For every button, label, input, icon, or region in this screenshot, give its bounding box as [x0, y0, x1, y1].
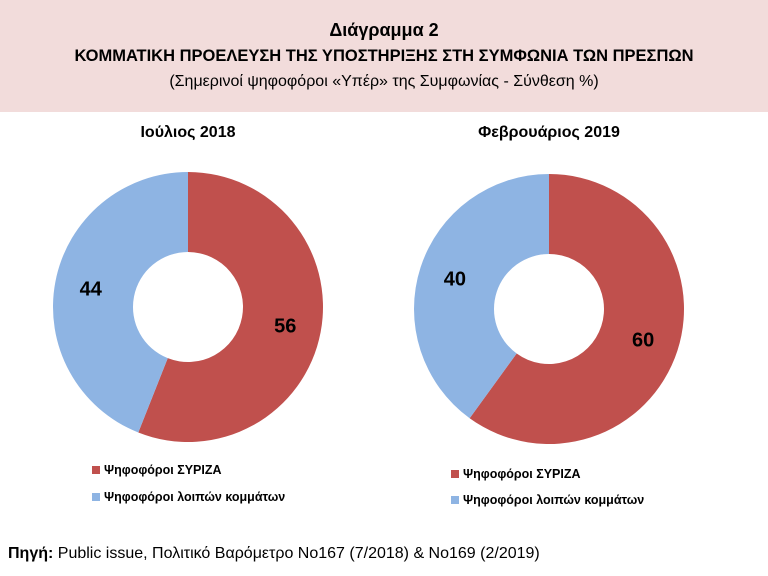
- data-label: 56: [274, 316, 296, 338]
- data-label: 40: [444, 268, 466, 290]
- chart-note: (Σημερινοί ψηφοφόροι «Υπέρ» της Συμφωνία…: [169, 73, 599, 90]
- donut-title-1: Ιούλιος 2018: [140, 124, 236, 141]
- source-label: Πηγή:: [8, 545, 54, 562]
- legend-label: Ψηφοφόροι ΣΥΡΙΖΑ: [104, 463, 222, 477]
- legend-label: Ψηφοφόροι ΣΥΡΙΖΑ: [463, 467, 581, 481]
- header: Διάγραμμα 2 ΚΟΜΜΑΤΙΚΗ ΠΡΟΕΛΕΥΣΗ ΤΗΣ ΥΠΟΣ…: [0, 0, 768, 112]
- data-label: 44: [80, 278, 103, 300]
- legend-label: Ψηφοφόροι λοιπών κομμάτων: [463, 493, 645, 507]
- chart-title: Διάγραμμα 2: [329, 20, 439, 40]
- legend-label: Ψηφοφόροι λοιπών κομμάτων: [104, 490, 286, 504]
- slice-others: [53, 172, 188, 433]
- legend-item-others-2: Ψηφοφόροι λοιπών κομμάτων: [451, 493, 644, 507]
- slice-syriza: [138, 172, 323, 442]
- source-text: Public issue, Πολιτικό Βαρόμετρο Νο167 (…: [53, 545, 540, 562]
- legend-swatch: [92, 466, 100, 474]
- legend-swatch: [92, 493, 100, 501]
- legend-item-syriza-2: Ψηφοφόροι ΣΥΡΙΖΑ: [451, 467, 581, 481]
- slice-syriza: [469, 174, 684, 444]
- data-label: 60: [632, 330, 654, 352]
- legend-swatch: [451, 496, 459, 504]
- legend-swatch: [451, 470, 459, 478]
- legend-item-syriza-1: Ψηφοφόροι ΣΥΡΙΖΑ: [92, 463, 222, 477]
- source-note: Πηγή: Public issue, Πολιτικό Βαρόμετρο Ν…: [8, 545, 540, 563]
- legend-item-others-1: Ψηφοφόροι λοιπών κομμάτων: [92, 490, 285, 504]
- donut-title-2: Φεβρουάριος 2019: [478, 124, 620, 141]
- chart-subtitle: ΚΟΜΜΑΤΙΚΗ ΠΡΟΕΛΕΥΣΗ ΤΗΣ ΥΠΟΣΤΗΡΙΞΗΣ ΣΤΗ …: [74, 47, 694, 65]
- slice-others: [414, 174, 549, 419]
